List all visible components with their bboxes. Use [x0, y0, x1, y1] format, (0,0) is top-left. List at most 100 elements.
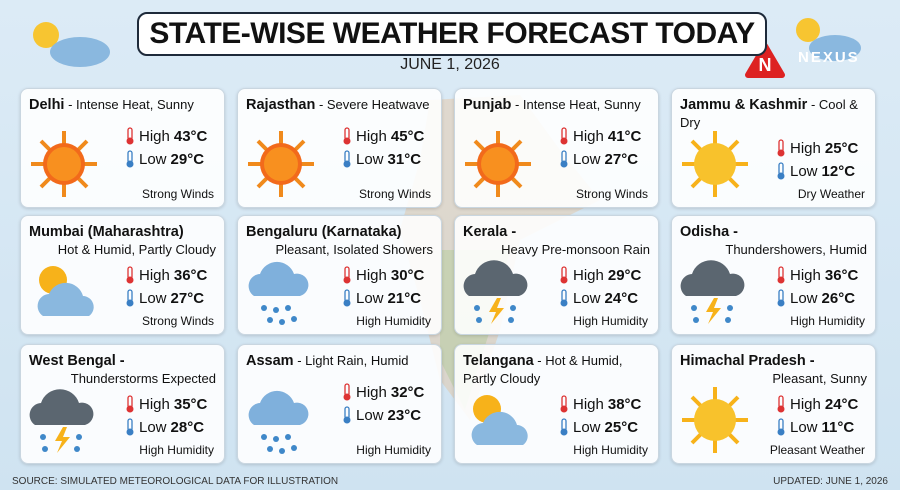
high-label: High — [573, 266, 604, 284]
high-temp: 43°C — [173, 127, 208, 145]
thermometer-icon — [777, 395, 785, 413]
thermometer-icon — [560, 418, 568, 436]
forecast-card: Assam - Light Rain, Humid High 32°C Low 23°C… — [237, 344, 442, 464]
card-header: Delhi - Intense Heat, Sunny — [29, 96, 216, 114]
forecast-card: Telangana - Hot & Humid, Partly Cloudy Hi… — [454, 344, 659, 464]
low-label: Low — [139, 289, 167, 307]
forecast-card: Jammu & Kashmir - Cool & Dry High 25°C Low 1… — [671, 88, 876, 208]
low-temp: 21°C — [387, 289, 422, 307]
high-label: High — [790, 395, 821, 413]
thermometer-icon — [777, 289, 785, 307]
card-header: Kerala - Heavy Pre-monsoon Rain — [463, 223, 650, 258]
thermometer-icon — [126, 289, 134, 307]
low-row: Low 29°C — [125, 150, 204, 168]
high-label: High — [139, 395, 170, 413]
low-row: Low 31°C — [342, 150, 421, 168]
low-temp: 26°C — [821, 289, 856, 307]
high-row: High 35°C — [125, 395, 207, 413]
high-temp: 38°C — [607, 395, 642, 413]
card-header: Bengaluru (Karnataka) Pleasant, Isolated… — [246, 223, 433, 258]
condition: - Intense Heat, Sunny — [68, 97, 194, 112]
thermometer-icon — [777, 162, 785, 180]
condition: - Cool & Dry — [680, 97, 858, 130]
high-row: High 24°C — [776, 395, 858, 413]
low-label: Low — [356, 289, 384, 307]
thermometer-icon — [777, 418, 785, 436]
weather-note: Pleasant Weather — [769, 443, 865, 457]
low-temp: 25°C — [604, 418, 639, 436]
thermometer-icon — [560, 395, 568, 413]
high-label: High — [139, 127, 170, 145]
high-row: High 38°C — [559, 395, 641, 413]
logo-letter: N — [759, 55, 772, 75]
low-temp: 31°C — [387, 150, 422, 168]
thermometer-icon — [343, 150, 351, 168]
low-row: Low 26°C — [776, 289, 855, 307]
low-label: Low — [573, 150, 601, 168]
high-temp: 30°C — [390, 266, 425, 284]
weather-icon — [463, 129, 533, 199]
low-label: Low — [139, 418, 167, 436]
high-row: High 25°C — [776, 139, 858, 157]
logo-name: NEXUS — [798, 49, 860, 66]
state-name: Jammu & Kashmir — [680, 97, 808, 113]
card-header: Himachal Pradesh - Pleasant, Sunny — [680, 352, 867, 387]
low-row: Low 27°C — [125, 289, 204, 307]
condition: Pleasant, Sunny — [772, 371, 867, 386]
high-row: High 36°C — [776, 266, 858, 284]
high-label: High — [139, 266, 170, 284]
low-label: Low — [356, 406, 384, 424]
weather-note: Strong Winds — [575, 187, 648, 201]
low-label: Low — [573, 289, 601, 307]
title: STATE-WISE WEATHER FORECAST TODAY — [137, 12, 767, 56]
high-temp: 24°C — [824, 395, 859, 413]
condition: - Severe Heatwave — [318, 97, 430, 112]
weather-note: High Humidity — [790, 314, 865, 328]
low-row: Low 11°C — [776, 418, 854, 436]
low-label: Low — [573, 418, 601, 436]
weather-icon — [680, 385, 750, 455]
thermometer-icon — [126, 266, 134, 284]
high-row: High 43°C — [125, 127, 207, 145]
weather-note: High Humidity — [573, 443, 648, 457]
weather-icon — [463, 260, 528, 324]
high-row: High 36°C — [125, 266, 207, 284]
forecast-card: Kerala - Heavy Pre-monsoon Rain High 29°C L… — [454, 215, 659, 335]
forecast-card: Rajasthan - Severe Heatwave High 45°C Low 31… — [237, 88, 442, 208]
card-header: Punjab - Intense Heat, Sunny — [463, 96, 650, 114]
forecast-card: Delhi - Intense Heat, Sunny High 43°C Low 29… — [20, 88, 225, 208]
thermometer-icon — [560, 150, 568, 168]
high-temp: 25°C — [824, 139, 859, 157]
forecast-card: West Bengal - Thunderstorms Expected High… — [20, 344, 225, 464]
weather-note: Strong Winds — [141, 187, 214, 201]
forecast-card: Bengaluru (Karnataka) Pleasant, Isolated… — [237, 215, 442, 335]
thermometer-icon — [777, 266, 785, 284]
low-temp: 24°C — [604, 289, 639, 307]
low-row: Low 23°C — [342, 406, 421, 424]
low-temp: 12°C — [821, 162, 856, 180]
high-label: High — [790, 139, 821, 157]
forecast-card: Himachal Pradesh - Pleasant, Sunny High 24… — [671, 344, 876, 464]
date: JUNE 1, 2026 — [400, 56, 500, 73]
high-temp: 32°C — [390, 383, 425, 401]
weather-icon — [248, 390, 309, 454]
card-header: Rajasthan - Severe Heatwave — [246, 96, 433, 114]
weather-icon — [246, 129, 316, 199]
card-header: Jammu & Kashmir - Cool & Dry — [680, 96, 867, 131]
state-name: Delhi — [29, 97, 65, 113]
low-temp: 27°C — [170, 289, 205, 307]
condition: Hot & Humid, Partly Cloudy — [57, 242, 216, 257]
state-name: Himachal Pradesh - — [680, 353, 815, 369]
low-temp: 28°C — [170, 418, 205, 436]
state-name: Punjab — [463, 97, 512, 113]
high-row: High 29°C — [559, 266, 641, 284]
high-temp: 29°C — [607, 266, 642, 284]
weather-note: Strong Winds — [358, 187, 431, 201]
high-temp: 41°C — [607, 127, 642, 145]
condition: Thundershowers, Humid — [725, 242, 867, 257]
high-label: High — [790, 266, 821, 284]
weather-note: High Humidity — [356, 314, 431, 328]
low-temp: 27°C — [604, 150, 639, 168]
thermometer-icon — [560, 289, 568, 307]
weather-note: Dry Weather — [797, 187, 865, 201]
